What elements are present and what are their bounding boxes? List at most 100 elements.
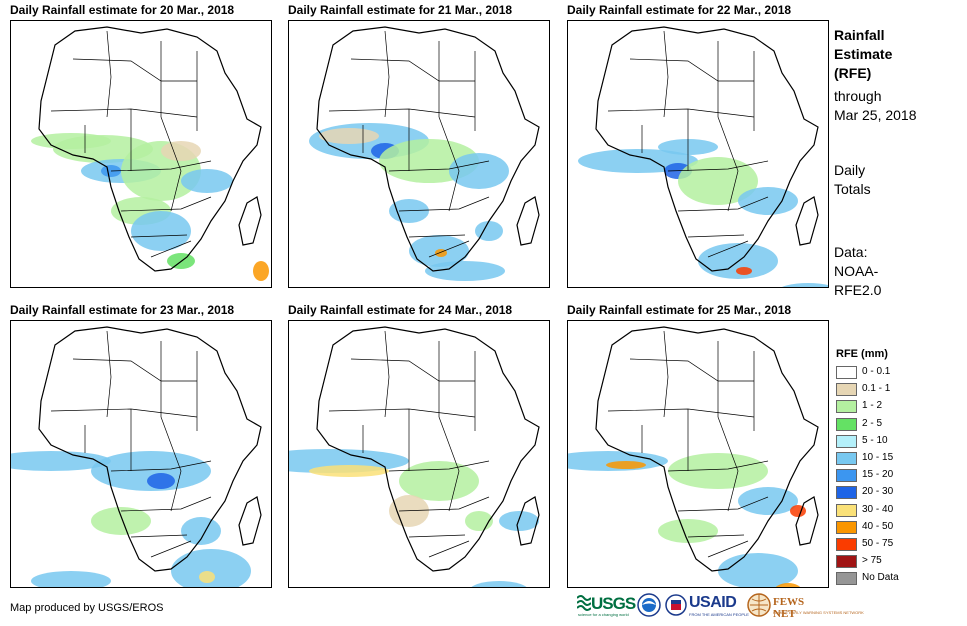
panel-title: Daily Rainfall estimate for 25 Mar., 201… <box>567 303 792 317</box>
data-line: NOAA- <box>834 263 879 279</box>
country-border <box>687 534 745 538</box>
rainfall-area <box>319 128 379 144</box>
africa-coastline <box>38 26 262 272</box>
rainfall-area <box>31 133 111 149</box>
country-border <box>388 160 490 172</box>
rainfall-area <box>289 449 409 473</box>
legend-label: 5 - 10 <box>862 434 888 446</box>
country-border <box>120 496 212 512</box>
country-border <box>150 540 192 558</box>
country-border <box>106 30 112 118</box>
country-border <box>384 330 390 418</box>
country-border <box>398 496 490 512</box>
legend-label: 0.1 - 1 <box>862 383 891 395</box>
country-border <box>398 196 490 212</box>
rainfall-area <box>471 581 527 587</box>
rainfall-area <box>91 451 211 491</box>
country-border <box>663 330 669 418</box>
rainfall-layer <box>568 451 806 587</box>
rainfall-area <box>253 261 269 281</box>
country-border <box>388 460 490 472</box>
legend-swatch <box>836 366 857 379</box>
rainfall-area <box>399 461 479 501</box>
rainfall-map <box>10 320 272 588</box>
noaa-seal-icon <box>637 593 661 617</box>
rainfall-area <box>475 221 503 241</box>
rfe-title-line: Estimate <box>834 46 893 62</box>
through-line: through <box>834 88 882 104</box>
rainfall-area <box>736 267 752 275</box>
legend-label: 2 - 5 <box>862 417 883 429</box>
legend-swatch <box>836 452 857 465</box>
country-border <box>160 116 182 212</box>
usgs-wordmark: USGS <box>591 594 636 613</box>
rainfall-area <box>668 453 768 489</box>
madagascar-coastline <box>238 196 262 246</box>
africa-coastline <box>38 326 262 572</box>
panel-title: Daily Rainfall estimate for 23 Mar., 201… <box>10 303 235 317</box>
rainfall-area <box>131 211 191 251</box>
legend-title: RFE (mm) <box>836 348 888 360</box>
fewsnet-logo: FEWS NET FAMINE EARLY WARNING SYSTEMS NE… <box>747 592 864 620</box>
legend-swatch <box>836 417 857 431</box>
legend-swatch <box>836 538 857 551</box>
rainfall-map <box>567 320 829 588</box>
country-border <box>629 358 754 382</box>
fewsnet-globe-icon <box>747 593 771 617</box>
panel-title: Daily Rainfall estimate for 21 Mar., 201… <box>288 3 513 17</box>
through-line: Mar 25, 2018 <box>834 107 917 123</box>
rainfall-area <box>718 553 798 587</box>
noaa-logo <box>637 592 663 620</box>
country-border <box>350 58 475 82</box>
country-border <box>408 234 466 238</box>
totals-line: Daily <box>834 162 866 178</box>
country-border <box>607 108 755 118</box>
rfe-title: Rainfall Estimate (RFE) <box>834 26 892 83</box>
country-border <box>663 30 669 118</box>
country-border <box>150 240 192 258</box>
panel-title: Daily Rainfall estimate for 24 Mar., 201… <box>288 303 513 317</box>
rainfall-area <box>775 583 801 587</box>
country-border <box>667 160 769 172</box>
totals-label: Daily Totals <box>834 161 871 199</box>
map-credit: Map produced by USGS/EROS <box>10 602 164 614</box>
country-border <box>707 240 749 258</box>
country-border <box>677 496 769 512</box>
legend-swatch <box>836 503 857 517</box>
rainfall-area <box>658 519 718 543</box>
rainfall-area <box>738 187 798 215</box>
country-border <box>130 534 188 538</box>
rainfall-area <box>171 549 251 587</box>
panel-title: Daily Rainfall estimate for 20 Mar., 201… <box>10 3 235 17</box>
rainfall-map <box>567 20 829 288</box>
country-border <box>629 58 754 82</box>
usaid-wordmark: USAID <box>689 594 737 611</box>
madagascar-coastline <box>516 496 540 546</box>
usgs-logo: USGS science for a changing world <box>577 592 636 620</box>
country-border <box>50 108 198 118</box>
country-border <box>72 358 197 382</box>
country-border <box>717 116 739 212</box>
africa-coastline <box>316 326 540 572</box>
rainfall-area <box>606 461 646 469</box>
rfe-title-line: Rainfall <box>834 27 885 43</box>
usaid-logo: USAID FROM THE AMERICAN PEOPLE <box>665 592 749 620</box>
country-border <box>106 330 112 418</box>
legend-label: 15 - 20 <box>862 469 894 481</box>
data-line: RFE2.0 <box>834 282 882 298</box>
country-border <box>607 408 755 418</box>
fewsnet-wordmark: FEWS NET <box>773 596 805 620</box>
legend-swatch <box>836 383 857 397</box>
rainfall-area <box>91 507 151 535</box>
legend-label: 40 - 50 <box>862 520 894 532</box>
legend-swatch <box>836 469 857 483</box>
legend-label: > 75 <box>862 555 882 567</box>
legend-label: 10 - 15 <box>862 452 894 463</box>
madagascar-coastline <box>795 196 819 246</box>
data-line: Data: <box>834 244 868 260</box>
rainfall-area <box>147 473 175 489</box>
rainfall-map <box>10 20 272 288</box>
africa-coastline <box>595 26 819 272</box>
rainfall-area <box>782 283 828 287</box>
usgs-wave-icon <box>577 595 591 611</box>
